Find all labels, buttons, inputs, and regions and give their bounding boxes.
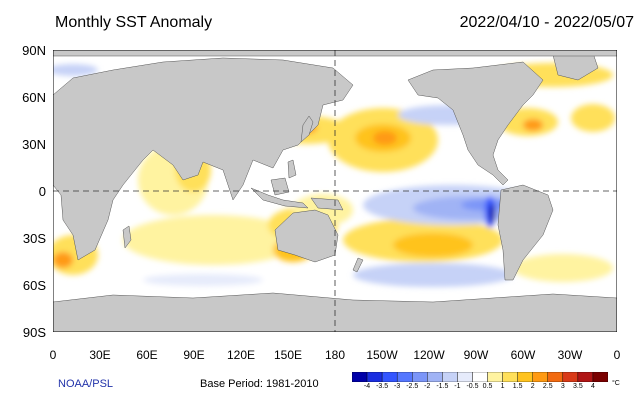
north-america-landmass (407, 61, 544, 186)
colorbar-swatch (427, 372, 443, 382)
colorbar-swatch (547, 372, 564, 382)
south-america-landmass (497, 184, 554, 281)
colorbar-swatch (472, 372, 488, 382)
colorbar-tick-label: 0.5 (482, 383, 493, 390)
colorbar-swatch (502, 372, 518, 382)
philippines-islands (287, 159, 297, 179)
map-title: Monthly SST Anomaly (55, 14, 213, 31)
lon-label-0-east: 0 (613, 348, 621, 362)
colorbar-swatch (457, 372, 473, 382)
colorbar-tick-label: 1 (500, 383, 505, 390)
lon-label-120w: 120W (413, 348, 445, 362)
colorbar-swatch (562, 372, 579, 382)
colorbar-tick-label: 3.5 (573, 383, 583, 390)
lat-label-90n: 90N (22, 43, 46, 58)
colorbar-tick-label: 3 (560, 383, 565, 390)
colorbar-tick-label: -1 (454, 383, 461, 390)
colorbar-tick-label: 2.5 (542, 383, 553, 390)
lat-label-60n: 60N (22, 90, 46, 105)
colorbar-swatch (592, 372, 608, 382)
lon-label-180: 180 (324, 348, 346, 362)
lat-label-60s: 60S (22, 278, 46, 293)
eurasia-africa-landmass (53, 57, 354, 261)
base-period-text: Base Period: 1981-2010 (200, 378, 319, 390)
japan-islands (300, 115, 314, 143)
colorbar-tick-label: 2 (530, 383, 535, 390)
lat-label-30s: 30S (22, 231, 46, 246)
colorbar-tick-label: -4 (363, 383, 371, 390)
colorbar-swatch (381, 372, 398, 382)
colorbar-tick-label: -2.5 (406, 383, 419, 390)
colorbar-tick-label: 1.5 (512, 383, 523, 390)
sst-anomaly-map (53, 50, 617, 332)
colorbar-swatch (517, 372, 533, 382)
lon-label-150w: 150W (366, 348, 398, 362)
colorbar-swatch (532, 372, 548, 382)
colorbar-swatch (442, 372, 458, 382)
colorbar-tick-label: -3.5 (376, 383, 389, 390)
lat-label-90s: 90S (22, 325, 46, 340)
land-masses (53, 50, 617, 332)
credit-text: NOAA/PSL (58, 378, 114, 390)
lat-label-30n: 30N (22, 137, 46, 152)
new-zealand-islands (352, 257, 364, 273)
colorbar (352, 372, 608, 382)
colorbar-tick-label: -2 (424, 383, 431, 390)
colorbar-tick-label: -3 (394, 383, 401, 390)
colorbar-swatch (412, 372, 428, 382)
colorbar-tick-label: -0.5 (466, 383, 479, 390)
colorbar-tick-label: -1.5 (436, 383, 449, 390)
colorbar-swatch (396, 372, 413, 382)
lon-label-90w: 90W (463, 348, 489, 362)
colorbar-tick-label: 4 (590, 383, 595, 390)
lon-label-60e: 60E (136, 348, 158, 362)
date-range: 2022/04/10 - 2022/05/07 (459, 14, 634, 31)
lon-label-120e: 120E (226, 348, 256, 362)
australia-landmass (274, 209, 339, 263)
lat-label-0: 0 (38, 184, 46, 199)
lon-label-0: 0 (49, 348, 57, 362)
lon-label-150e: 150E (273, 348, 303, 362)
indonesia-islands (250, 187, 309, 209)
colorbar-swatch (366, 372, 383, 382)
colorbar-swatch (577, 372, 594, 382)
lon-label-30w: 30W (557, 348, 583, 362)
colorbar-unit: °C (612, 380, 620, 387)
lon-label-90e: 90E (183, 348, 205, 362)
madagascar (122, 225, 132, 249)
colorbar-swatch (352, 372, 368, 382)
lon-label-30e: 30E (89, 348, 111, 362)
colorbar-swatch (487, 372, 503, 382)
lon-label-60w: 60W (510, 348, 536, 362)
